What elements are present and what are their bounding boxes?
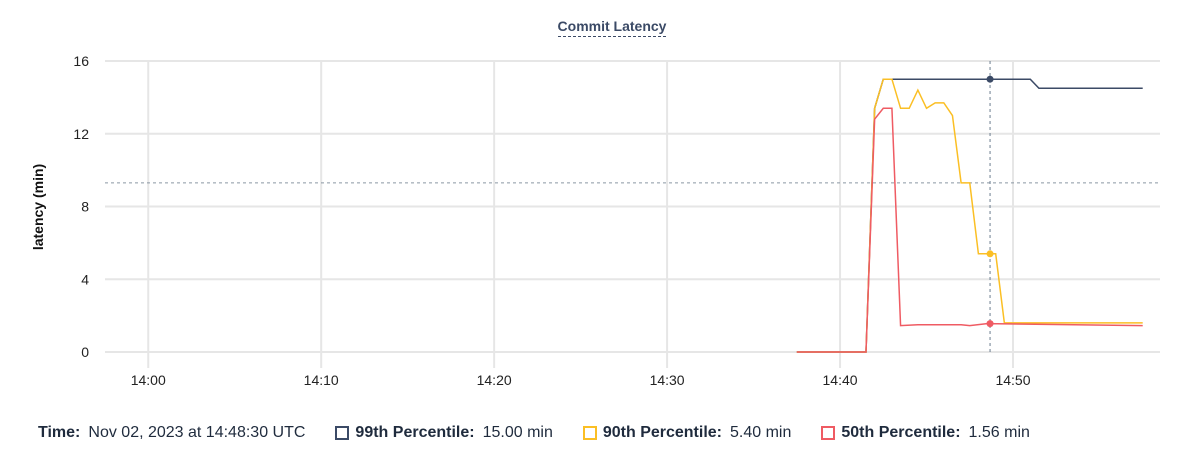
y-tick-label: 16: [73, 53, 89, 69]
chart-title-text: Commit Latency: [557, 18, 667, 37]
y-tick-label: 4: [81, 271, 89, 287]
legend: Time: Nov 02, 2023 at 14:48:30 UTC 99th …: [38, 424, 1030, 442]
legend-time-label: Time:: [38, 424, 81, 441]
legend-item-p50[interactable]: 50th Percentile: 1.56 min: [821, 424, 1030, 442]
chart-title[interactable]: Commit Latency: [0, 18, 1201, 37]
x-tick-label: 14:40: [823, 372, 858, 388]
legend-value: 1.56 min: [968, 424, 1030, 441]
swatch-p90: [582, 426, 597, 440]
y-axis-label: latency (min): [30, 164, 46, 250]
swatch-p50: [821, 426, 836, 440]
line-chart[interactable]: 0 4 8 12 16 14:00 14:10 14:20 14:30 14:40 14:50 lat…: [0, 0, 1201, 400]
series-line-2: [796, 107, 1143, 353]
series-line-0: [796, 78, 1143, 353]
x-tick-label: 14:00: [131, 372, 166, 388]
x-tick-label: 14:30: [650, 372, 685, 388]
legend-value: 15.00 min: [482, 424, 553, 441]
legend-time-value: Nov 02, 2023 at 14:48:30 UTC: [88, 424, 306, 441]
legend-label: 99th Percentile:: [355, 424, 475, 441]
x-tick-label: 14:50: [995, 372, 1030, 388]
legend-label: 90th Percentile:: [602, 424, 722, 441]
y-tick-label: 12: [73, 126, 89, 142]
x-tick-label: 14:20: [477, 372, 512, 388]
legend-value: 5.40 min: [730, 424, 792, 441]
legend-item-p99[interactable]: 99th Percentile: 15.00 min: [335, 424, 582, 442]
crosshair-marker-2: [986, 320, 994, 328]
x-tick-label: 14:10: [304, 372, 339, 388]
legend-label: 50th Percentile:: [841, 424, 961, 441]
crosshair-marker-1: [986, 250, 994, 258]
legend-item-p90[interactable]: 90th Percentile: 5.40 min: [582, 424, 822, 442]
series-line-1: [796, 78, 1143, 353]
y-tick-label: 0: [81, 344, 89, 360]
crosshair-marker-0: [986, 75, 994, 83]
y-tick-label: 8: [81, 199, 89, 215]
swatch-p99: [335, 426, 350, 440]
